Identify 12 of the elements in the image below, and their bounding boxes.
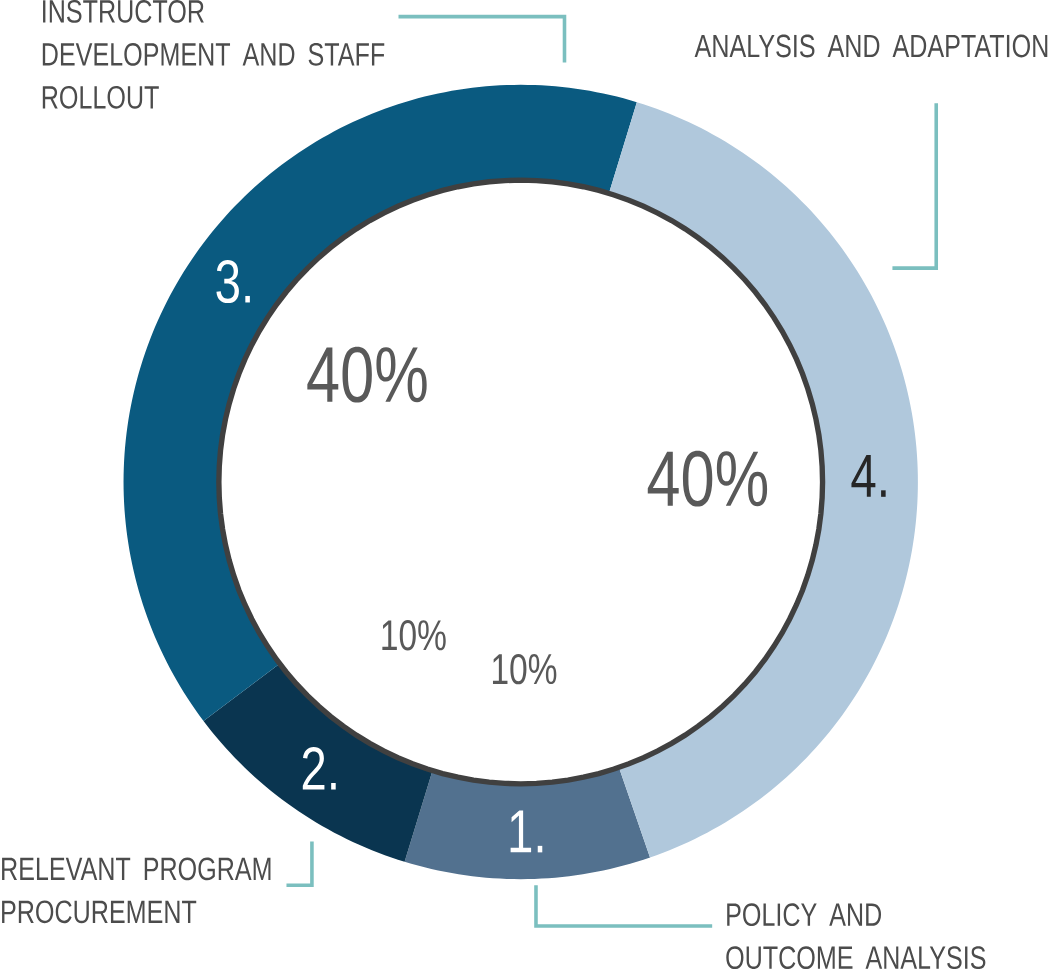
data-label: 10%: [382, 620, 446, 651]
data-label: 10%: [492, 653, 557, 685]
slice-label: ANALYSIS AND ADAPTATION: [694, 34, 1048, 58]
text: 4.: [851, 454, 886, 497]
text: 2.: [302, 747, 336, 790]
text: 1.: [510, 810, 543, 853]
data-label: 40%: [307, 346, 427, 403]
slice-label: POLICY AND OUTCOME ANALYSIS: [726, 903, 986, 969]
data-label: 40%: [647, 450, 768, 507]
text: 3.: [216, 259, 250, 304]
slice-label: RELEVANT PROGRAM PROCUREMENT: [2, 857, 271, 924]
slice-label: INSTRUCTOR DEVELOPMENT AND STAFF ROLLOUT: [42, 0, 385, 109]
